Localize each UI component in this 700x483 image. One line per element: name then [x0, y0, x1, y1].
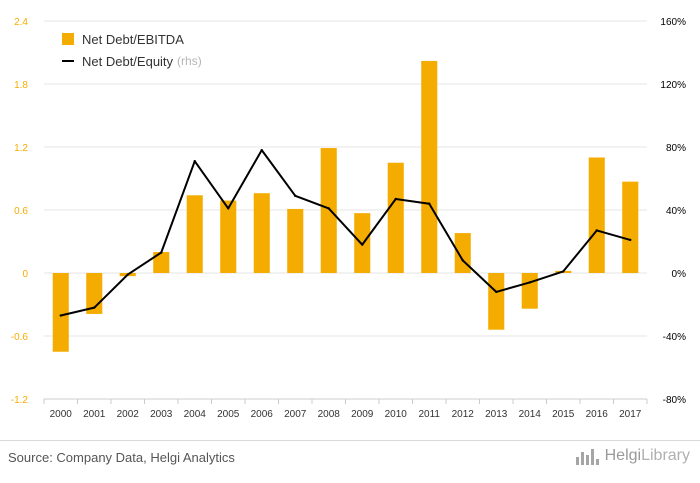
x-tick-label: 2012 — [452, 409, 475, 420]
x-tick-label: 2000 — [50, 409, 73, 420]
line-point — [428, 202, 431, 205]
x-tick-label: 2011 — [418, 409, 440, 420]
legend-rhs-note: (rhs) — [177, 54, 202, 68]
bar — [622, 181, 639, 273]
legend-label-bar: Net Debt/EBITDA — [82, 31, 184, 47]
bar — [153, 252, 170, 273]
x-tick-label: 2009 — [351, 409, 374, 420]
line-point — [629, 238, 632, 242]
bar — [220, 200, 237, 273]
bar — [287, 208, 304, 273]
x-tick-label: 2003 — [150, 409, 173, 420]
y-left-tick-label: 1.2 — [14, 143, 28, 154]
bar — [186, 195, 203, 273]
x-tick-label: 2004 — [184, 409, 207, 420]
line-point — [93, 306, 96, 309]
bar — [52, 273, 69, 352]
x-tick-label: 2006 — [251, 409, 274, 420]
y-right-tick-label: -40% — [663, 332, 686, 343]
line-point — [294, 194, 297, 198]
legend-item-bar[interactable]: Net Debt/EBITDA — [62, 28, 202, 50]
bar — [521, 273, 538, 309]
y-right-tick-label: 0% — [672, 269, 687, 280]
line-point — [327, 207, 330, 210]
y-left-tick-label: 0.6 — [14, 206, 28, 217]
line-point — [394, 197, 397, 201]
x-tick-label: 2001 — [83, 409, 106, 420]
legend-bar-swatch — [62, 33, 74, 45]
legend-label-line: Net Debt/Equity — [82, 53, 174, 69]
line-point — [461, 259, 464, 262]
line-point — [595, 229, 598, 232]
brand-name: Helgi — [604, 447, 642, 464]
y-right-tick-label: 120% — [660, 80, 686, 91]
brand-logo[interactable]: Helgi Library — [575, 447, 690, 465]
line-point — [126, 273, 129, 276]
bar — [488, 273, 505, 330]
line-point — [227, 207, 230, 210]
bar — [421, 60, 438, 274]
line-point — [260, 148, 263, 152]
x-tick-label: 2010 — [385, 409, 408, 420]
footer-divider — [0, 440, 700, 441]
line-point — [495, 290, 498, 294]
bars-logo-icon — [575, 447, 599, 465]
x-tick-label: 2013 — [485, 409, 508, 420]
y-right-tick-label: 40% — [666, 206, 686, 217]
line-point — [361, 243, 364, 246]
line-point — [562, 270, 565, 273]
y-left-tick-label: 2.4 — [14, 17, 28, 28]
x-tick-label: 2007 — [284, 409, 307, 420]
bar — [387, 162, 404, 273]
y-left-tick-label: -0.6 — [11, 332, 29, 343]
line-point — [59, 314, 62, 317]
y-right-tick-label: -80% — [663, 395, 686, 406]
x-tick-label: 2015 — [552, 409, 575, 420]
x-tick-label: 2017 — [619, 409, 642, 420]
line-point — [528, 281, 531, 284]
y-left-tick-label: -1.2 — [11, 395, 29, 406]
legend-item-line[interactable]: Net Debt/Equity (rhs) — [62, 50, 202, 72]
line-point — [160, 251, 163, 254]
line-point — [193, 159, 196, 163]
x-tick-label: 2016 — [586, 409, 609, 420]
legend-line-swatch — [62, 60, 74, 62]
bar — [320, 148, 337, 273]
x-tick-label: 2002 — [117, 409, 140, 420]
legend: Net Debt/EBITDA Net Debt/Equity (rhs) — [62, 28, 202, 72]
y-right-tick-label: 160% — [660, 17, 686, 28]
y-left-tick-label: 1.8 — [14, 80, 28, 91]
series-line — [60, 149, 631, 317]
x-tick-label: 2014 — [519, 409, 542, 420]
x-tick-label: 2005 — [217, 409, 240, 420]
chart-canvas: -1.2 -80% -0.6 -40% 0 0% 0.6 40% 1.2 80% 1.8 120% 2.… — [11, 17, 687, 420]
bar — [588, 157, 605, 273]
y-left-tick-label: 0 — [22, 269, 28, 280]
y-right-tick-label: 80% — [666, 143, 686, 154]
chart: -1.2 -80% -0.6 -40% 0 0% 0.6 40% 1.2 80% 1.8 120% 2.… — [11, 17, 687, 420]
x-tick-label: 2008 — [318, 409, 341, 420]
brand-suffix: Library — [641, 447, 690, 464]
source-note: Source: Company Data, Helgi Analytics — [8, 450, 235, 465]
bar — [253, 193, 270, 273]
